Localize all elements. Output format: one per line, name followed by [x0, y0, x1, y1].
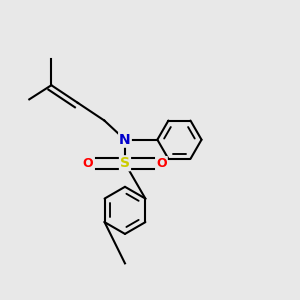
Text: N: N	[119, 133, 131, 147]
Text: O: O	[83, 157, 94, 170]
Text: O: O	[157, 157, 167, 170]
Text: S: S	[120, 156, 130, 170]
